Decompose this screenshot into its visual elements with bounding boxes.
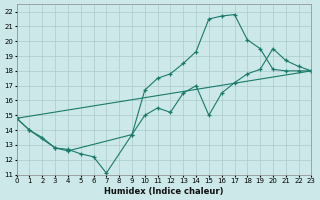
- X-axis label: Humidex (Indice chaleur): Humidex (Indice chaleur): [104, 187, 224, 196]
